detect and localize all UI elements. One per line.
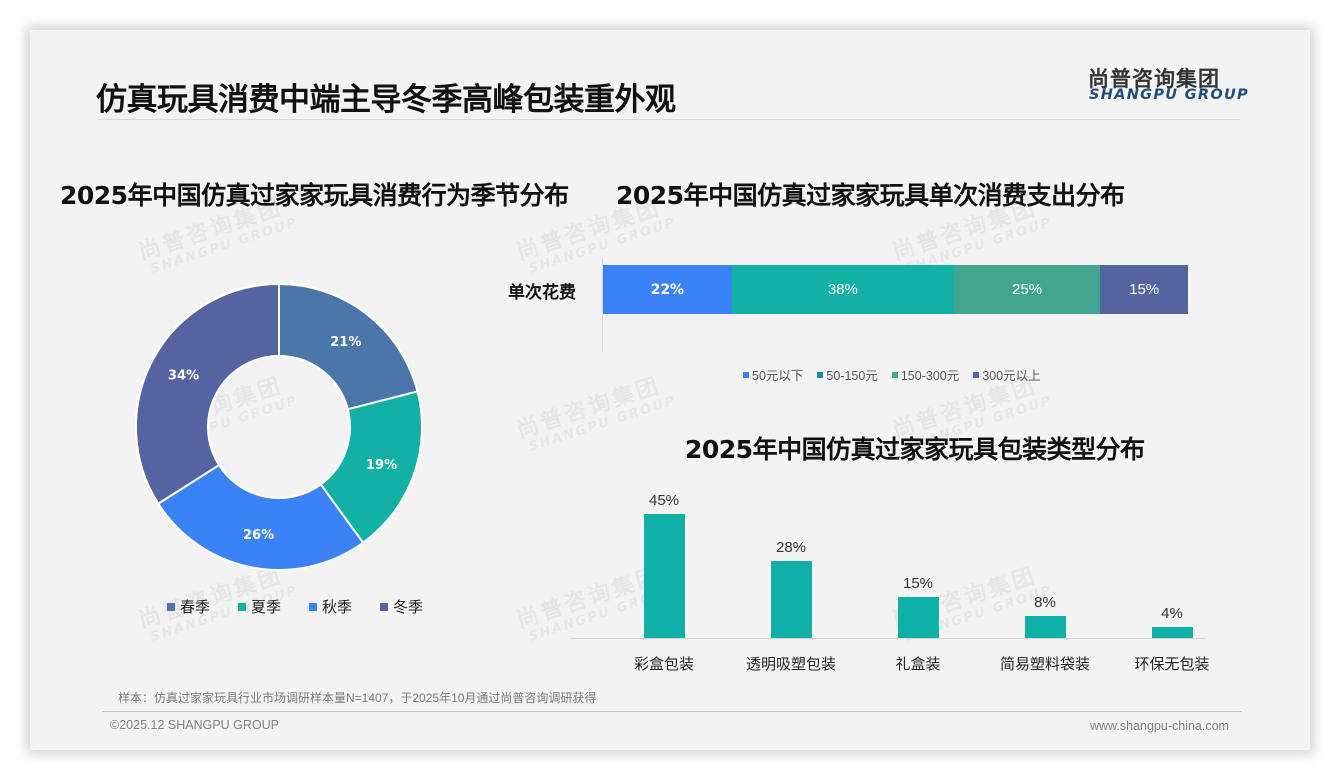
- legend-swatch: [891, 371, 898, 378]
- legend-item-autumn: 秋季: [309, 596, 352, 617]
- legend-item-summer: 夏季: [238, 596, 281, 617]
- donut-slice-winter: [135, 282, 280, 506]
- legend-item-spring: 春季: [167, 596, 210, 617]
- legend-swatch: [743, 371, 749, 378]
- column-category-label: 透明吸塑包装: [745, 655, 836, 673]
- title-divider: [98, 119, 1240, 120]
- logo-text-en: SHANGPU GROUP: [1089, 87, 1249, 103]
- spend-legend: 50元以下 50-150元 150-300元 300元以上: [743, 365, 1041, 384]
- donut-slice-summer: [319, 390, 423, 545]
- legend-swatch: [380, 602, 389, 611]
- column-bar: [1024, 615, 1066, 638]
- column-category-label: 环保无包装: [1134, 655, 1210, 673]
- column-value-label: 15%: [902, 574, 934, 592]
- legend-swatch: [167, 602, 175, 611]
- spend-chart-title: 2025年中国仿真过家家玩具单次消费支出分布: [616, 181, 1125, 210]
- column-bar: [770, 560, 812, 638]
- column-value-label: 8%: [1034, 593, 1056, 611]
- donut-value-label: 21%: [330, 335, 361, 350]
- donut-value-label: 34%: [168, 368, 199, 383]
- column-value-label: 45%: [648, 491, 680, 509]
- packaging-column-chart: 45% 彩盒包装 28% 透明吸塑包装 15% 礼盒装 8% 简易塑料袋装 4% 环保无包…: [570, 470, 1210, 680]
- copyright: ©2025.12 SHANGPU GROUP: [110, 718, 279, 732]
- column-bar: [643, 513, 685, 638]
- spend-axis-line: [602, 258, 603, 352]
- donut-value-label: 26%: [243, 528, 274, 543]
- column-bar: [897, 596, 939, 638]
- spend-segment-gt300: 15%: [1100, 265, 1188, 314]
- donut-slice-spring: [278, 282, 419, 411]
- spend-segment-lt50: 22%: [603, 265, 732, 314]
- legend-item-gt300: 300元以上: [973, 365, 1041, 384]
- season-donut-chart: 21% 19% 26% 34%: [135, 282, 423, 571]
- website-link[interactable]: www.shangpu-china.com: [1090, 719, 1229, 733]
- spend-segment-150-300: 25%: [954, 265, 1101, 314]
- column-category-label: 礼盒装: [895, 655, 941, 673]
- spend-stacked-bar: 22% 38% 25% 15%: [603, 265, 1188, 314]
- footer-divider: [102, 711, 1242, 712]
- legend-swatch: [817, 371, 824, 378]
- legend-swatch: [973, 371, 980, 378]
- logo-text-cn: 尚普咨询集团: [1088, 67, 1220, 91]
- page-title: 仿真玩具消费中端主导冬季高峰包装重外观: [96, 82, 676, 118]
- spend-category-label: 单次花费: [508, 283, 576, 303]
- sample-note: 样本：仿真过家家玩具行业市场调研样本量N=1407，于2025年10月通过尚普咨…: [118, 691, 597, 705]
- donut-slice-autumn: [156, 463, 365, 571]
- column-value-label: 28%: [775, 538, 807, 556]
- column-category-label: 简易塑料袋装: [999, 655, 1090, 673]
- season-legend: 春季 夏季 秋季 冬季: [167, 596, 423, 617]
- season-chart-title: 2025年中国仿真过家家玩具消费行为季节分布: [60, 181, 569, 210]
- packaging-chart-title: 2025年中国仿真过家家玩具包装类型分布: [685, 435, 1145, 464]
- legend-item-150-300: 150-300元: [891, 365, 959, 384]
- legend-swatch: [309, 602, 318, 611]
- column-value-label: 4%: [1161, 604, 1183, 622]
- legend-item-winter: 冬季: [380, 596, 423, 617]
- slide: 尚普咨询集团 SHANGPU GROUP 尚普咨询集团 SHANGPU GROUP …: [30, 30, 1310, 750]
- legend-item-50-150: 50-150元: [817, 365, 878, 384]
- legend-item-lt50: 50元以下: [743, 365, 803, 384]
- donut-value-label: 19%: [366, 458, 397, 473]
- spend-segment-50-150: 38%: [731, 265, 954, 314]
- packaging-baseline: [570, 638, 1206, 639]
- column-category-label: 彩盒包装: [633, 655, 694, 673]
- column-bar: [1151, 626, 1193, 638]
- legend-swatch: [238, 602, 247, 611]
